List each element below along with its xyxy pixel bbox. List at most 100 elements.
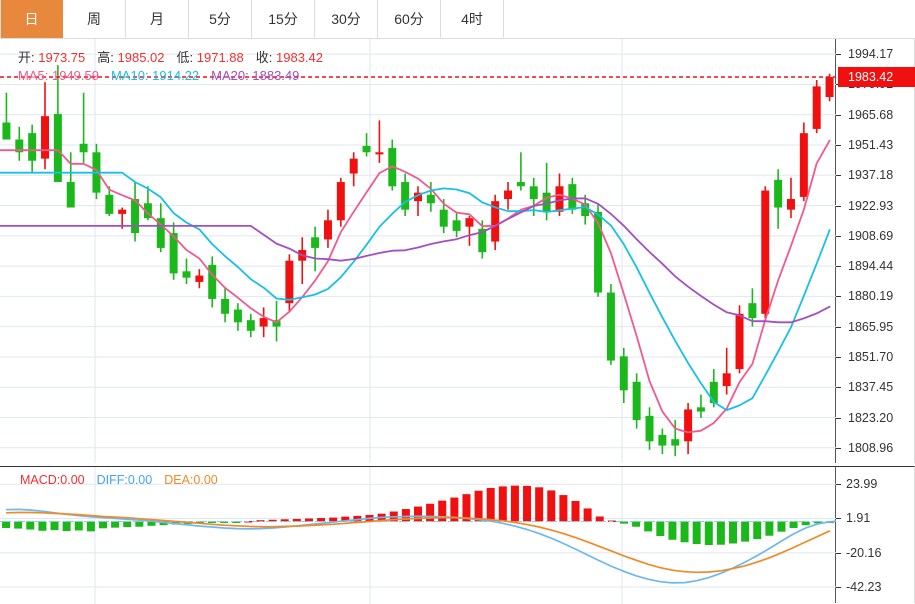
candle-body (645, 415, 654, 442)
macd-histogram-bar (474, 490, 483, 522)
candle (388, 139, 397, 191)
candle-body (426, 194, 435, 204)
candle (323, 209, 332, 248)
candle (799, 122, 808, 202)
candle (131, 182, 140, 242)
macd-axis-tick (836, 518, 841, 520)
macd-histogram-bar (2, 521, 11, 528)
tab-3[interactable]: 5分 (189, 0, 252, 38)
candle-body (41, 116, 50, 159)
timeframe-tabbar: 日 周 月 5分 15分 30分 60分 4时 (0, 0, 915, 39)
tab-label: 日 (24, 11, 39, 27)
macd-histogram-bar (450, 497, 459, 522)
candle (825, 73, 834, 102)
candle-body (516, 182, 525, 187)
candle-body (735, 313, 744, 370)
candle-body (632, 381, 641, 421)
macd-dea-line (6, 511, 831, 574)
candle-body (336, 182, 345, 221)
macd-chart-panel[interactable] (0, 466, 843, 604)
diff-value: 0.00 (127, 473, 153, 487)
candle-body (208, 264, 217, 299)
macd-histogram-bar (510, 485, 519, 522)
tab-0[interactable]: 日 (0, 0, 63, 38)
tab-4[interactable]: 15分 (252, 0, 315, 38)
candle-body (105, 194, 114, 214)
candle (259, 307, 268, 338)
macd-histogram-bar (232, 521, 241, 523)
candle-body (658, 434, 667, 446)
price-axis-tick (836, 54, 841, 56)
price-axis-label: 1908.69 (848, 228, 894, 243)
macd-histogram-bar (74, 521, 83, 531)
candle-body (349, 158, 358, 174)
candle-body (542, 192, 551, 212)
candle (786, 177, 795, 219)
candle (195, 269, 204, 289)
macd-label: MACD: (20, 473, 61, 487)
candle-body (619, 356, 628, 391)
candle (349, 152, 358, 187)
macd-histogram-bar (317, 518, 326, 522)
macd-histogram-bar (765, 521, 774, 536)
price-chart-panel[interactable] (0, 39, 836, 463)
candle-body (761, 190, 770, 314)
macd-histogram-bar (50, 521, 59, 531)
candle (375, 120, 384, 163)
macd-histogram-bar (680, 521, 689, 543)
macd-histogram-bar (571, 500, 580, 522)
candle-body (696, 407, 705, 412)
candle (336, 177, 345, 227)
candle (28, 124, 37, 174)
macd-histogram-bar (632, 521, 641, 527)
macd-histogram-bar (268, 519, 277, 522)
candle (414, 186, 422, 217)
candle (426, 182, 435, 212)
candle-body (786, 199, 795, 210)
macd-histogram-bar (813, 521, 822, 524)
candle (208, 256, 217, 308)
tab-5[interactable]: 30分 (315, 0, 378, 38)
macd-value: 0.00 (60, 473, 85, 487)
macd-histogram-bar (304, 518, 313, 522)
macd-histogram-bar (26, 521, 35, 530)
macd-histogram-bar (329, 517, 338, 522)
candle-body (285, 260, 294, 304)
candle-body (401, 182, 410, 210)
macd-histogram-bar (498, 486, 507, 522)
candle-body (465, 218, 474, 227)
price-axis-label: 1965.68 (848, 107, 894, 122)
candle (298, 237, 307, 285)
candle (735, 305, 744, 374)
candle (2, 92, 11, 140)
dea-value: 0.00 (193, 473, 218, 487)
candle (658, 428, 667, 455)
price-axis-label: 1880.19 (848, 289, 894, 304)
macd-legend: MACD:0.00 DIFF:0.00 DEA:0.00 (20, 473, 230, 487)
tab-7[interactable]: 4时 (441, 0, 504, 38)
candle-body (555, 186, 564, 212)
price-axis-tick (836, 114, 841, 116)
price-axis-tick (836, 144, 841, 146)
price-axis: 1994.171979.921965.681951.431937.181922.… (836, 39, 915, 463)
macd-histogram-bar (595, 516, 604, 522)
tab-6[interactable]: 60分 (378, 0, 441, 38)
macd-axis-tick (836, 552, 841, 554)
macd-axis: 23.99 1.91 -20.16 -42.23 (836, 466, 915, 603)
candle (401, 173, 410, 217)
price-axis-label: 1994.17 (848, 47, 894, 62)
price-axis-tick (836, 326, 841, 328)
price-axis-label: 1808.96 (848, 440, 894, 455)
candle-body (15, 139, 24, 153)
candle (606, 284, 615, 365)
macd-histogram-bar (147, 521, 156, 526)
candle-body (259, 318, 268, 327)
candle-body (131, 199, 140, 234)
candle (246, 313, 255, 338)
tab-1[interactable]: 周 (63, 0, 126, 38)
tab-2[interactable]: 月 (126, 0, 189, 38)
candle (504, 182, 513, 210)
candle (452, 211, 461, 238)
candle-body (53, 114, 62, 183)
